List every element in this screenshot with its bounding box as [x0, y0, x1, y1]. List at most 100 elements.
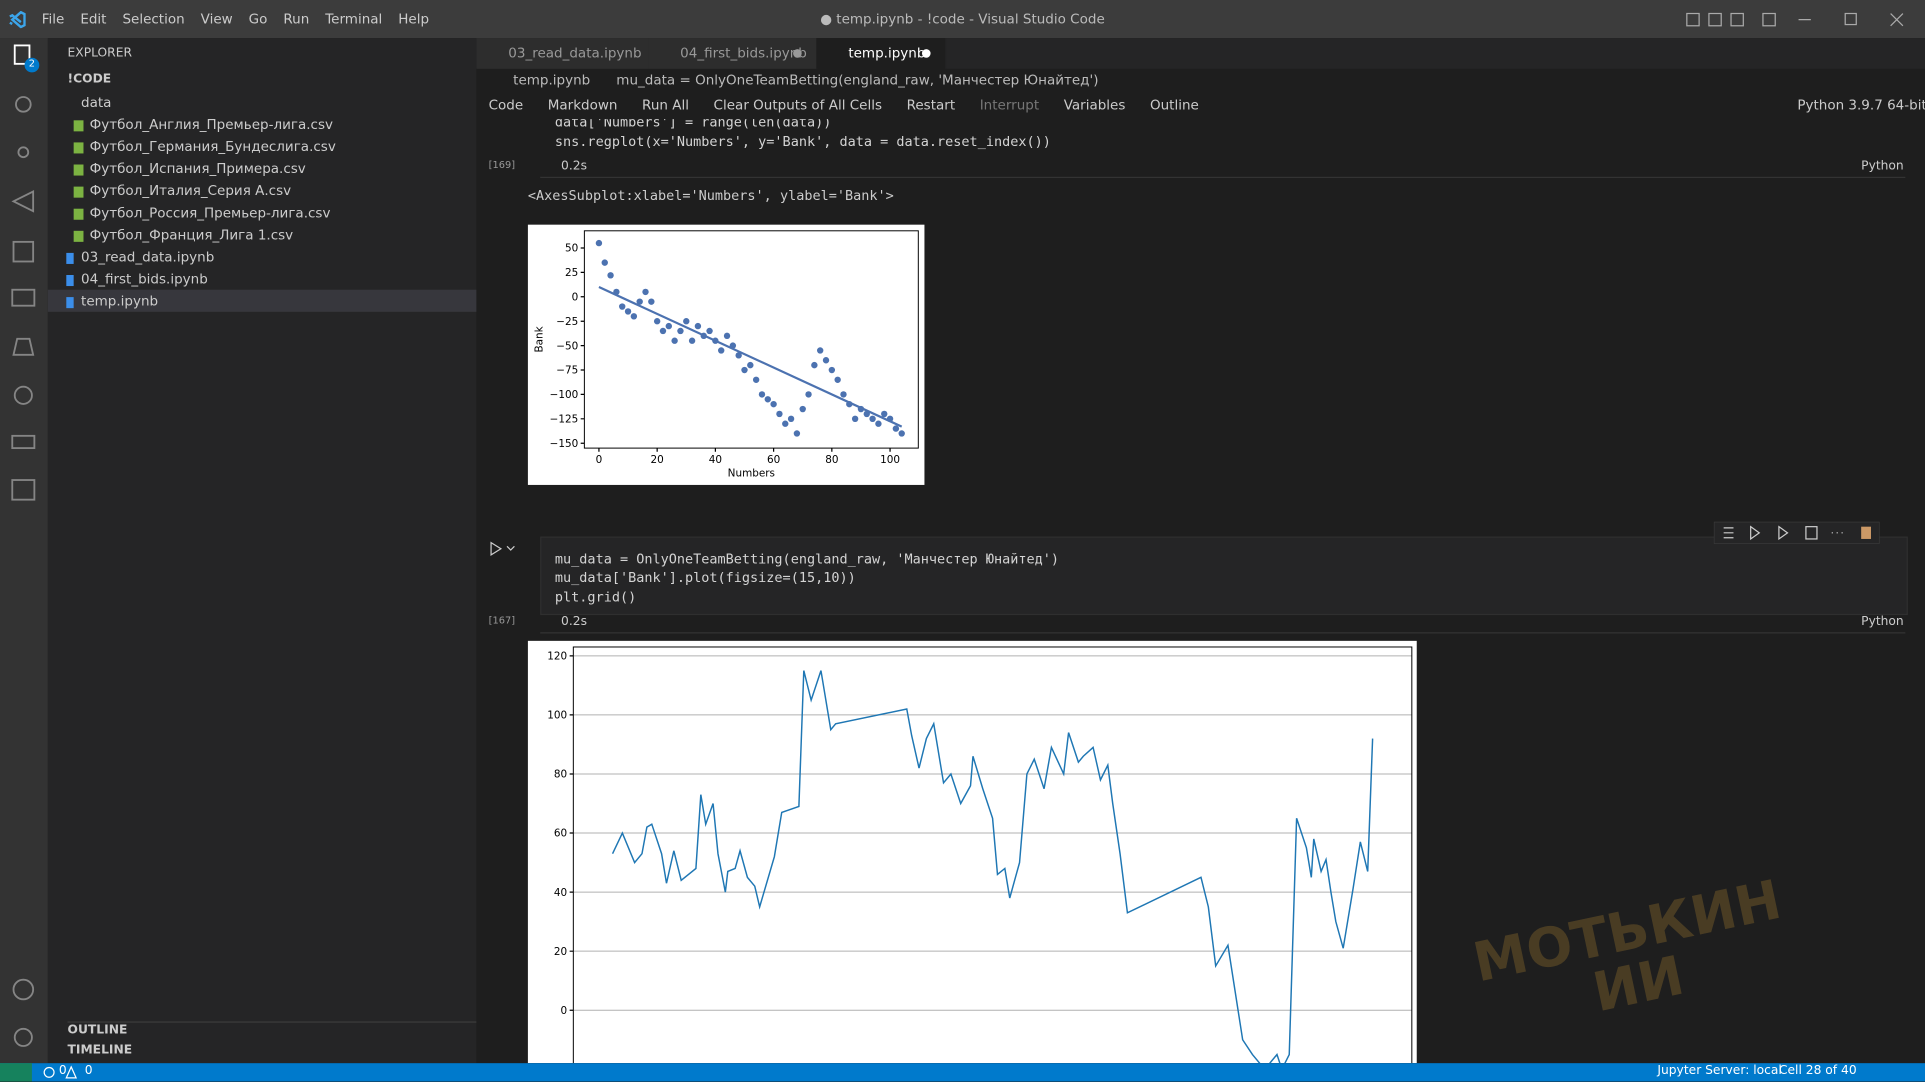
- tab[interactable]: 04_first_bids.ipynb: [648, 38, 818, 69]
- csv-icon: [73, 186, 84, 198]
- remote-indicator[interactable]: [0, 1063, 32, 1082]
- y-tick-label: 80: [554, 769, 567, 781]
- tab[interactable]: temp.ipynb: [816, 38, 947, 69]
- kernel[interactable]: Python 3.9.7 64-bit: [1797, 96, 1925, 113]
- title-bar: File Edit Selection View Go Run Terminal Help ●…: [0, 0, 1925, 39]
- tab[interactable]: 03_read_data.ipynb: [476, 38, 650, 69]
- toolbar-button[interactable]: Interrupt: [979, 96, 1040, 113]
- point: [805, 391, 812, 398]
- file-item[interactable]: Футбол_Германия_Бундеслига.csv: [89, 138, 336, 155]
- notebook-icon: [66, 297, 74, 309]
- jupyter-server[interactable]: Jupyter Server: local: [1657, 1064, 1782, 1078]
- point: [659, 327, 667, 335]
- breadcrumb-file[interactable]: temp.ipynb: [513, 72, 591, 89]
- point: [694, 322, 702, 330]
- notebook-icon: [66, 252, 74, 264]
- code-line: mu_data = OnlyOneTeamBetting(england_raw…: [554, 551, 1060, 568]
- tab-label: 04_first_bids.ipynb: [680, 45, 807, 62]
- file-item[interactable]: Футбол_Испания_Примера.csv: [89, 160, 306, 177]
- exec-time: 0.2s: [561, 615, 587, 629]
- csv-icon: [73, 120, 84, 132]
- code-line: plt.grid(): [554, 589, 637, 606]
- menu-item[interactable]: Selection: [122, 11, 185, 28]
- point: [875, 420, 882, 427]
- point: [648, 298, 655, 305]
- folder[interactable]: data: [81, 94, 112, 111]
- warning-count[interactable]: 0: [84, 1064, 93, 1078]
- toolbar-button[interactable]: Outline: [1149, 96, 1199, 113]
- y-tick-label: −25: [556, 316, 578, 328]
- point: [782, 420, 789, 427]
- status-bar: 0 0 Jupyter Server: local Cell 28 of 40: [0, 1063, 1925, 1082]
- point: [653, 318, 661, 325]
- point: [601, 259, 608, 266]
- point: [747, 361, 754, 369]
- badge: 2: [28, 57, 36, 69]
- y-tick-label: −75: [556, 365, 578, 377]
- file-item[interactable]: 03_read_data.ipynb: [81, 249, 215, 266]
- file-item[interactable]: 04_first_bids.ipynb: [81, 271, 208, 288]
- exec-count: [169]: [488, 159, 516, 171]
- menu-item[interactable]: Run: [283, 11, 310, 28]
- cell-language[interactable]: Python: [1861, 159, 1904, 174]
- activity-icons[interactable]: [0, 38, 48, 1063]
- menu-item[interactable]: Edit: [80, 11, 107, 28]
- outline-section[interactable]: OUTLINE: [67, 1021, 477, 1037]
- exec-count: [167]: [488, 615, 516, 627]
- file-item[interactable]: Футбол_Англия_Премьер-лига.csv: [89, 116, 333, 133]
- cell-position[interactable]: Cell 28 of 40: [1778, 1064, 1857, 1078]
- point: [811, 361, 818, 369]
- toolbar-button[interactable]: Markdown: [547, 96, 618, 113]
- root-folder[interactable]: !CODE: [67, 72, 112, 86]
- point: [619, 303, 626, 310]
- cell-toolbar[interactable]: [1713, 521, 1880, 544]
- point: [735, 352, 742, 359]
- file-item[interactable]: Футбол_Франция_Лига 1.csv: [89, 227, 294, 244]
- y-tick-label: 60: [554, 828, 567, 840]
- toolbar-button[interactable]: Variables: [1063, 96, 1126, 113]
- tab-bar: 03_read_data.ipynb 04_first_bids.ipynb tem…: [476, 38, 1925, 69]
- timeline-section[interactable]: TIMELINE: [67, 1043, 133, 1058]
- file-item[interactable]: Футбол_Россия_Премьер-лига.csv: [89, 205, 331, 221]
- point: [851, 415, 859, 423]
- x-tick-label: 20: [651, 454, 664, 466]
- toolbar-button[interactable]: Code: [488, 96, 524, 113]
- x-tick-label: 40: [709, 454, 722, 466]
- menu-item[interactable]: Go: [248, 11, 268, 28]
- y-tick-label: 100: [547, 710, 567, 722]
- csv-icon: [73, 208, 84, 220]
- cell-language[interactable]: Python: [1861, 615, 1904, 629]
- selected-row: [47, 289, 477, 312]
- y-tick-label: −125: [550, 414, 579, 426]
- x-tick-label: 0: [596, 454, 603, 466]
- toolbar-button[interactable]: Run All: [642, 96, 689, 113]
- axes-frame: [583, 230, 919, 449]
- y-axis-label: Bank: [534, 326, 546, 352]
- breadcrumb-symbol[interactable]: mu_data = OnlyOneTeamBetting(england_raw…: [616, 72, 1099, 89]
- menu-bar: File Edit Selection View Go Run Terminal Help: [42, 11, 429, 27]
- notebook: data['Numbers'] = range(len(data)) sns.r…: [476, 119, 1925, 1064]
- file-item[interactable]: temp.ipynb: [81, 293, 159, 310]
- toolbar-button[interactable]: Clear Outputs of All Cells: [713, 96, 883, 113]
- y-tick-label: 120: [547, 651, 567, 663]
- point: [630, 313, 638, 320]
- point: [741, 366, 748, 374]
- point: [828, 366, 836, 374]
- point: [770, 400, 777, 408]
- point: [624, 308, 632, 315]
- error-count[interactable]: 0: [58, 1064, 67, 1078]
- menu-item[interactable]: File: [41, 11, 65, 28]
- menu-item[interactable]: View: [200, 11, 233, 28]
- menu-item[interactable]: Help: [398, 11, 430, 28]
- point: [642, 288, 649, 296]
- file-item[interactable]: Футбол_Италия_Серия А.csv: [89, 182, 292, 199]
- y-tick-label: 20: [554, 946, 567, 958]
- run-cell-button[interactable]: [489, 541, 518, 557]
- point: [752, 376, 760, 383]
- toolbar-button[interactable]: Restart: [906, 96, 956, 113]
- separator: [540, 632, 1906, 634]
- menu-item[interactable]: Terminal: [325, 11, 383, 28]
- point: [881, 410, 888, 418]
